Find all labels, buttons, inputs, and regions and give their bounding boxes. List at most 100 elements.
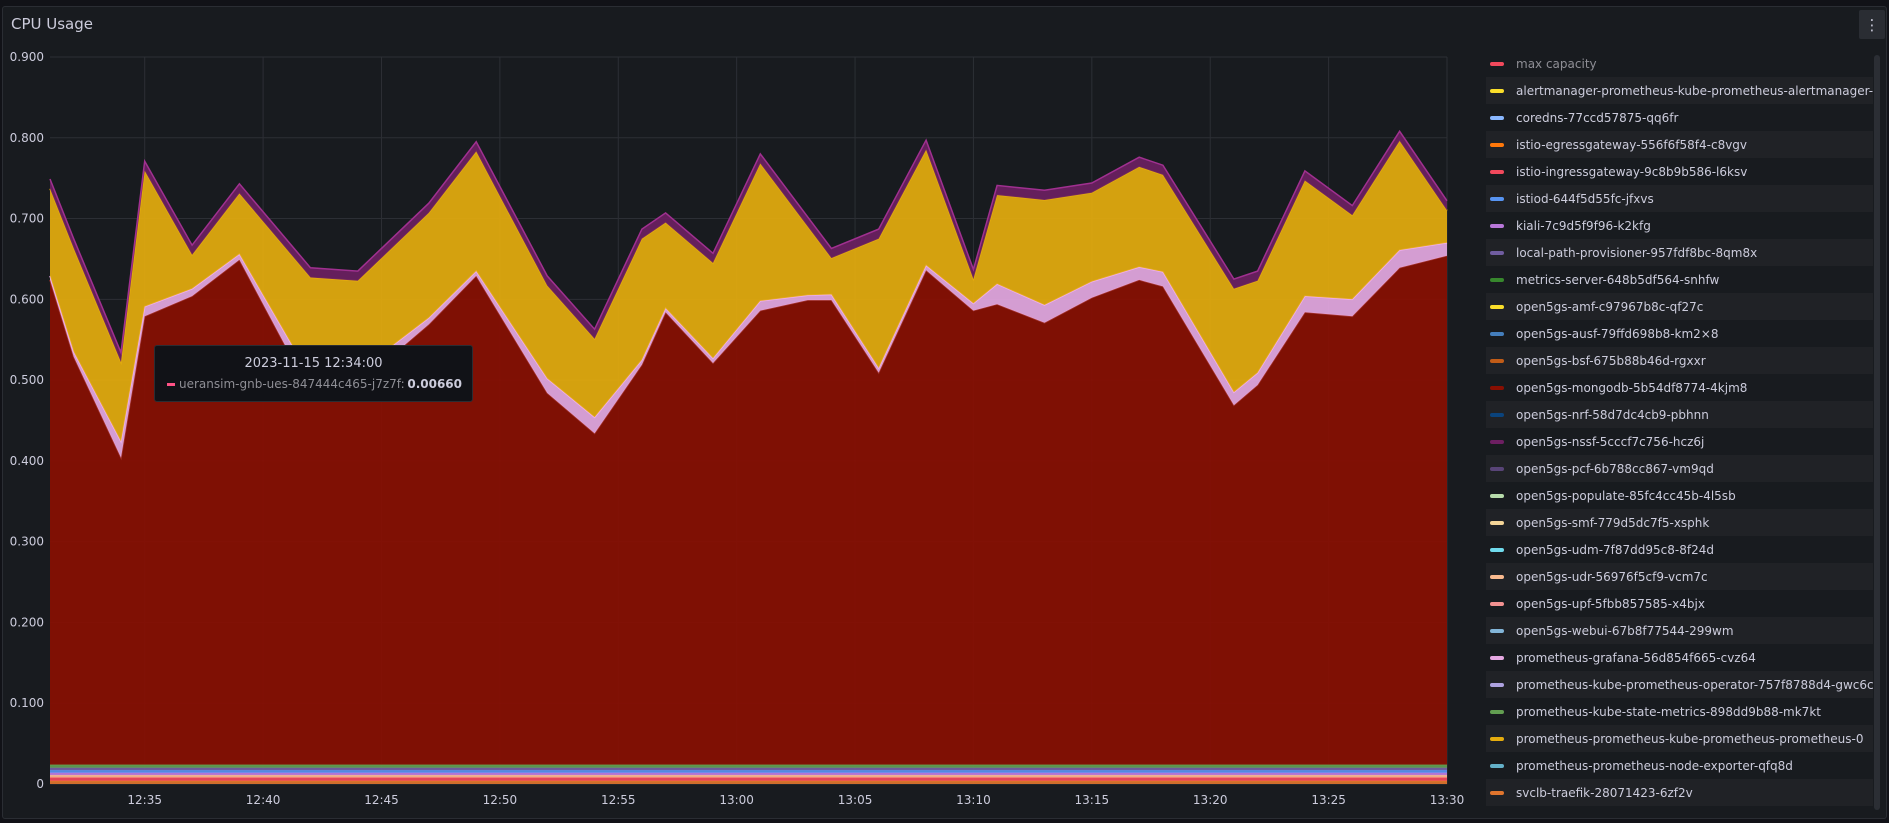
legend-item[interactable]: open5gs-upf-5fbb857585-x4bjx xyxy=(1486,590,1873,617)
cpu-usage-chart[interactable]: 0.900 0.800 0.700 0.600 0.500 0.400 0.300 0.200… xyxy=(0,0,1480,823)
legend-item[interactable]: open5gs-pcf-6b788cc867-vm9qd xyxy=(1486,455,1873,482)
legend-swatch xyxy=(1490,466,1504,471)
series-line xyxy=(49,129,1448,356)
tooltip-series-value: 0.00660 xyxy=(407,377,462,391)
legend-label: open5gs-pcf-6b788cc867-vm9qd xyxy=(1516,461,1714,476)
legend-swatch xyxy=(1490,277,1504,282)
legend-item[interactable]: open5gs-udr-56976f5cf9-vcm7c xyxy=(1486,563,1873,590)
tooltip-time: 2023-11-15 12:34:00 xyxy=(244,356,383,371)
legend-label: open5gs-mongodb-5b54df8774-4kjm8 xyxy=(1516,380,1748,395)
baseline-series-area xyxy=(50,764,1447,768)
legend-item[interactable]: max capacity xyxy=(1486,50,1873,77)
legend-label: alertmanager-prometheus-kube-prometheus-… xyxy=(1516,83,1873,98)
legend-label: istio-ingressgateway-9c8b9b586-l6ksv xyxy=(1516,164,1748,179)
legend-swatch xyxy=(1490,304,1504,309)
legend-swatch xyxy=(1490,439,1504,444)
legend-swatch xyxy=(1490,88,1504,93)
legend-item[interactable]: metrics-server-648b5df564-snhfw xyxy=(1486,266,1873,293)
x-tick-label: 12:45 xyxy=(364,793,399,807)
legend-label: istio-egressgateway-556f6f58f4-c8vgv xyxy=(1516,137,1748,152)
legend-item[interactable]: svclb-traefik-28071423-6zf2v xyxy=(1486,779,1873,806)
y-tick-label: 0.400 xyxy=(10,454,44,468)
legend-item[interactable]: open5gs-nrf-58d7dc4cb9-pbhnn xyxy=(1486,401,1873,428)
legend-item[interactable]: open5gs-mongodb-5b54df8774-4kjm8 xyxy=(1486,374,1873,401)
legend-item[interactable]: istio-ingressgateway-9c8b9b586-l6ksv xyxy=(1486,158,1873,185)
legend-swatch xyxy=(1490,601,1504,606)
legend-item[interactable]: open5gs-webui-67b8f77544-299wm xyxy=(1486,617,1873,644)
legend-label: kiali-7c9d5f9f96-k2kfg xyxy=(1516,218,1651,233)
legend-label: open5gs-amf-c97967b8c-qf27c xyxy=(1516,299,1704,314)
legend-label: prometheus-kube-prometheus-operator-757f… xyxy=(1516,677,1873,692)
legend-label: open5gs-ausf-79ffd698b8-km2×8 xyxy=(1516,326,1719,341)
legend-swatch xyxy=(1490,547,1504,552)
legend-swatch xyxy=(1490,628,1504,633)
legend-label: open5gs-udm-7f87dd95c8-8f24d xyxy=(1516,542,1714,557)
legend-swatch xyxy=(1490,736,1504,741)
x-tick-label: 13:00 xyxy=(719,793,754,807)
legend-label: prometheus-prometheus-kube-prometheus-pr… xyxy=(1516,731,1864,746)
legend-item[interactable]: open5gs-smf-779d5dc7f5-xsphk xyxy=(1486,509,1873,536)
legend-label: open5gs-bsf-675b88b46d-rgxxr xyxy=(1516,353,1706,368)
series-area xyxy=(50,141,1447,442)
legend-item[interactable]: prometheus-kube-prometheus-operator-757f… xyxy=(1486,671,1873,698)
legend-scrollbar[interactable] xyxy=(1874,55,1880,810)
legend-swatch xyxy=(1490,709,1504,714)
legend-item[interactable]: open5gs-populate-85fc4cc45b-4l5sb xyxy=(1486,482,1873,509)
legend-swatch xyxy=(1490,493,1504,498)
legend-item[interactable]: open5gs-amf-c97967b8c-qf27c xyxy=(1486,293,1873,320)
legend-swatch xyxy=(1490,331,1504,336)
legend-item[interactable]: prometheus-prometheus-node-exporter-qfq8… xyxy=(1486,752,1873,779)
legend-item[interactable]: prometheus-prometheus-kube-prometheus-pr… xyxy=(1486,725,1873,752)
legend-swatch xyxy=(1490,196,1504,201)
y-tick-label: 0.900 xyxy=(10,50,44,64)
panel-menu-button[interactable]: ⋮ xyxy=(1859,10,1885,39)
legend-label: metrics-server-648b5df564-snhfw xyxy=(1516,272,1720,287)
legend-item[interactable]: istio-egressgateway-556f6f58f4-c8vgv xyxy=(1486,131,1873,158)
legend-item[interactable]: open5gs-ausf-79ffd698b8-km2×8 xyxy=(1486,320,1873,347)
legend-swatch xyxy=(1490,61,1504,66)
legend-swatch xyxy=(1490,412,1504,417)
legend-item[interactable]: prometheus-kube-state-metrics-898dd9b88-… xyxy=(1486,698,1873,725)
legend-swatch xyxy=(1490,115,1504,120)
x-tick-label: 12:35 xyxy=(127,793,162,807)
legend-swatch xyxy=(1490,250,1504,255)
legend-item[interactable]: open5gs-nssf-5cccf7c756-hcz6j xyxy=(1486,428,1873,455)
legend-swatch xyxy=(1490,223,1504,228)
vertical-ellipsis-icon: ⋮ xyxy=(1864,15,1880,34)
y-tick-label: 0.600 xyxy=(10,292,44,306)
legend-label: open5gs-populate-85fc4cc45b-4l5sb xyxy=(1516,488,1736,503)
legend-label: prometheus-kube-state-metrics-898dd9b88-… xyxy=(1516,704,1821,719)
legend-item[interactable]: alertmanager-prometheus-kube-prometheus-… xyxy=(1486,77,1873,104)
x-tick-label: 13:15 xyxy=(1075,793,1110,807)
y-tick-label: 0.200 xyxy=(10,615,44,629)
legend-swatch xyxy=(1490,142,1504,147)
tooltip-series-swatch xyxy=(167,382,175,386)
legend-item[interactable]: prometheus-grafana-56d854f665-cvz64 xyxy=(1486,644,1873,671)
y-tick-label: 0.300 xyxy=(10,535,44,549)
legend-item[interactable]: coredns-77ccd57875-qq6fr xyxy=(1486,104,1873,131)
x-tick-label: 13:05 xyxy=(838,793,873,807)
y-tick-label: 0.800 xyxy=(10,131,44,145)
legend-swatch xyxy=(1490,763,1504,768)
legend-swatch xyxy=(1490,385,1504,390)
series-area xyxy=(50,131,1447,363)
legend-swatch xyxy=(1490,574,1504,579)
legend-label: max capacity xyxy=(1516,56,1597,71)
legend-label: local-path-provisioner-957fdf8bc-8qm8x xyxy=(1516,245,1758,260)
legend-label: open5gs-nrf-58d7dc4cb9-pbhnn xyxy=(1516,407,1709,422)
x-tick-label: 12:50 xyxy=(483,793,518,807)
legend-item[interactable]: local-path-provisioner-957fdf8bc-8qm8x xyxy=(1486,239,1873,266)
legend-label: coredns-77ccd57875-qq6fr xyxy=(1516,110,1679,125)
legend-label: open5gs-udr-56976f5cf9-vcm7c xyxy=(1516,569,1708,584)
legend-item[interactable]: istiod-644f5d55fc-jfxvs xyxy=(1486,185,1873,212)
legend-item[interactable]: open5gs-bsf-675b88b46d-rgxxr xyxy=(1486,347,1873,374)
legend-label: istiod-644f5d55fc-jfxvs xyxy=(1516,191,1654,206)
legend-swatch xyxy=(1490,520,1504,525)
legend-label: open5gs-nssf-5cccf7c756-hcz6j xyxy=(1516,434,1705,449)
legend-item[interactable]: kiali-7c9d5f9f96-k2kfg xyxy=(1486,212,1873,239)
legend-label: prometheus-grafana-56d854f665-cvz64 xyxy=(1516,650,1756,665)
x-tick-label: 13:30 xyxy=(1430,793,1465,807)
legend-swatch xyxy=(1490,682,1504,687)
panel-title: CPU Usage xyxy=(11,15,94,33)
legend-item[interactable]: open5gs-udm-7f87dd95c8-8f24d xyxy=(1486,536,1873,563)
